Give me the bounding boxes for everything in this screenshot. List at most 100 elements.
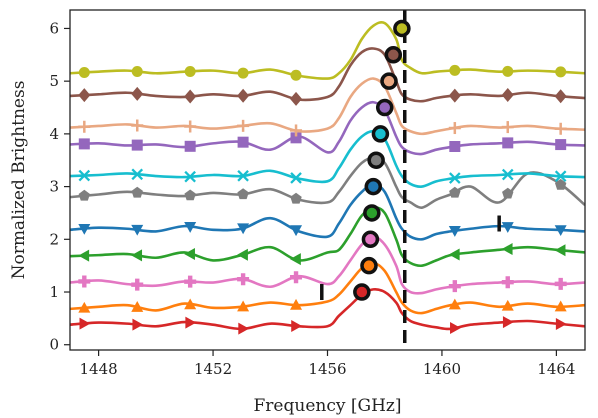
x-axis: 1448 1452 1456 1460 1464 (80, 350, 575, 378)
x-tick-label: 1448 (80, 360, 118, 378)
series-2-marker (501, 299, 514, 311)
series-11-marker (237, 67, 249, 79)
series-7-marker (554, 170, 567, 183)
series-6-marker (290, 192, 302, 204)
series-9-marker (554, 122, 567, 135)
series-2-marker (131, 301, 144, 312)
peak-marker-8 (375, 98, 394, 117)
series-11-marker (131, 66, 143, 78)
peak-marker-7 (371, 125, 390, 143)
series-10-marker (501, 87, 514, 102)
series-10-marker (184, 89, 197, 104)
series-4-marker (501, 243, 513, 256)
series-2-marker (184, 298, 197, 310)
series-5-marker (448, 226, 461, 237)
series-11-marker (555, 66, 567, 78)
series-5-marker (237, 223, 250, 235)
series-1-marker (185, 316, 197, 329)
series-8-marker (78, 138, 90, 150)
series-9-marker (237, 119, 250, 132)
y-tick-label: 0 (49, 336, 59, 354)
series-11 (70, 20, 585, 81)
series-3 (70, 235, 585, 295)
overlay-layer (320, 10, 501, 350)
series-1-marker (238, 322, 250, 335)
series-11-marker (449, 64, 461, 76)
series-3-marker (237, 273, 250, 286)
series-6-marker (449, 186, 461, 198)
series-3-marker (78, 275, 91, 288)
series-8-marker (237, 136, 249, 148)
series-6-marker (78, 189, 91, 201)
series-4-marker (78, 249, 90, 262)
series-6-marker (237, 188, 249, 200)
series-7-line (70, 129, 585, 188)
peak-marker-4 (363, 204, 381, 222)
series-7-marker (449, 172, 461, 184)
series-5-marker (184, 222, 197, 233)
series-11-marker (502, 65, 514, 77)
series-7-marker (290, 172, 302, 184)
series-9-marker (501, 121, 514, 134)
y-tick-label: 2 (49, 230, 59, 248)
series-6-marker (554, 178, 567, 190)
series-3-marker (131, 278, 144, 291)
series-11-marker (78, 66, 90, 78)
series-1-marker (132, 318, 144, 331)
series-9 (70, 77, 585, 137)
series-1-marker (291, 320, 303, 333)
series-7-marker (184, 170, 196, 183)
series-9-marker (131, 119, 144, 132)
series-11-marker (184, 65, 196, 77)
series-5-marker (501, 222, 514, 233)
y-tick-label: 6 (49, 19, 59, 37)
series-4-marker (448, 248, 460, 261)
series-10-marker (290, 91, 303, 106)
x-tick-label: 1456 (308, 360, 346, 378)
x-tick-label: 1464 (537, 360, 575, 378)
series-10-marker (448, 88, 461, 103)
series-5-marker (78, 223, 91, 235)
x-tick-label: 1460 (423, 360, 461, 378)
peak-marker-1 (353, 283, 371, 301)
series-6-marker (184, 189, 196, 201)
series-4-marker (184, 248, 195, 261)
y-tick-label: 3 (49, 178, 59, 196)
peak-marker-3 (361, 230, 380, 249)
series-8 (70, 100, 585, 156)
series-4-marker (554, 244, 566, 257)
series-9-marker (290, 124, 303, 137)
series-2-marker (554, 300, 567, 312)
peak-marker-11 (393, 19, 411, 38)
y-tick-label: 1 (49, 283, 59, 301)
peak-marker-10 (384, 46, 403, 64)
y-axis: 0 1 2 3 4 5 6 (49, 19, 70, 354)
series-7-marker (131, 168, 144, 181)
series-2-marker (78, 301, 91, 313)
peak-marker-9 (380, 72, 398, 90)
series-3-marker (184, 275, 197, 288)
y-tick-label: 5 (49, 72, 59, 90)
series-10-marker (554, 89, 567, 104)
series-5-marker (290, 225, 303, 237)
series-1-marker (450, 322, 461, 335)
series-1-marker (79, 317, 91, 330)
series-8-marker (502, 137, 514, 149)
series-8-marker (131, 139, 143, 151)
series-4-marker (237, 248, 248, 261)
x-axis-label: Frequency [GHz] (254, 396, 402, 416)
peak-marker-6 (367, 151, 385, 169)
series-7-marker (237, 169, 249, 182)
series-6-marker (502, 187, 514, 199)
series-3-marker (554, 277, 567, 290)
series-10-marker (237, 88, 250, 103)
series-5-marker (554, 225, 567, 237)
series-9-marker (78, 120, 91, 133)
series-7-marker (501, 168, 514, 181)
series-2-marker (448, 298, 461, 310)
y-axis-label: Normalized Brightness (9, 81, 29, 280)
series-1-marker (502, 316, 514, 329)
series-5-marker (131, 224, 144, 236)
peak-marker-2 (360, 256, 378, 275)
